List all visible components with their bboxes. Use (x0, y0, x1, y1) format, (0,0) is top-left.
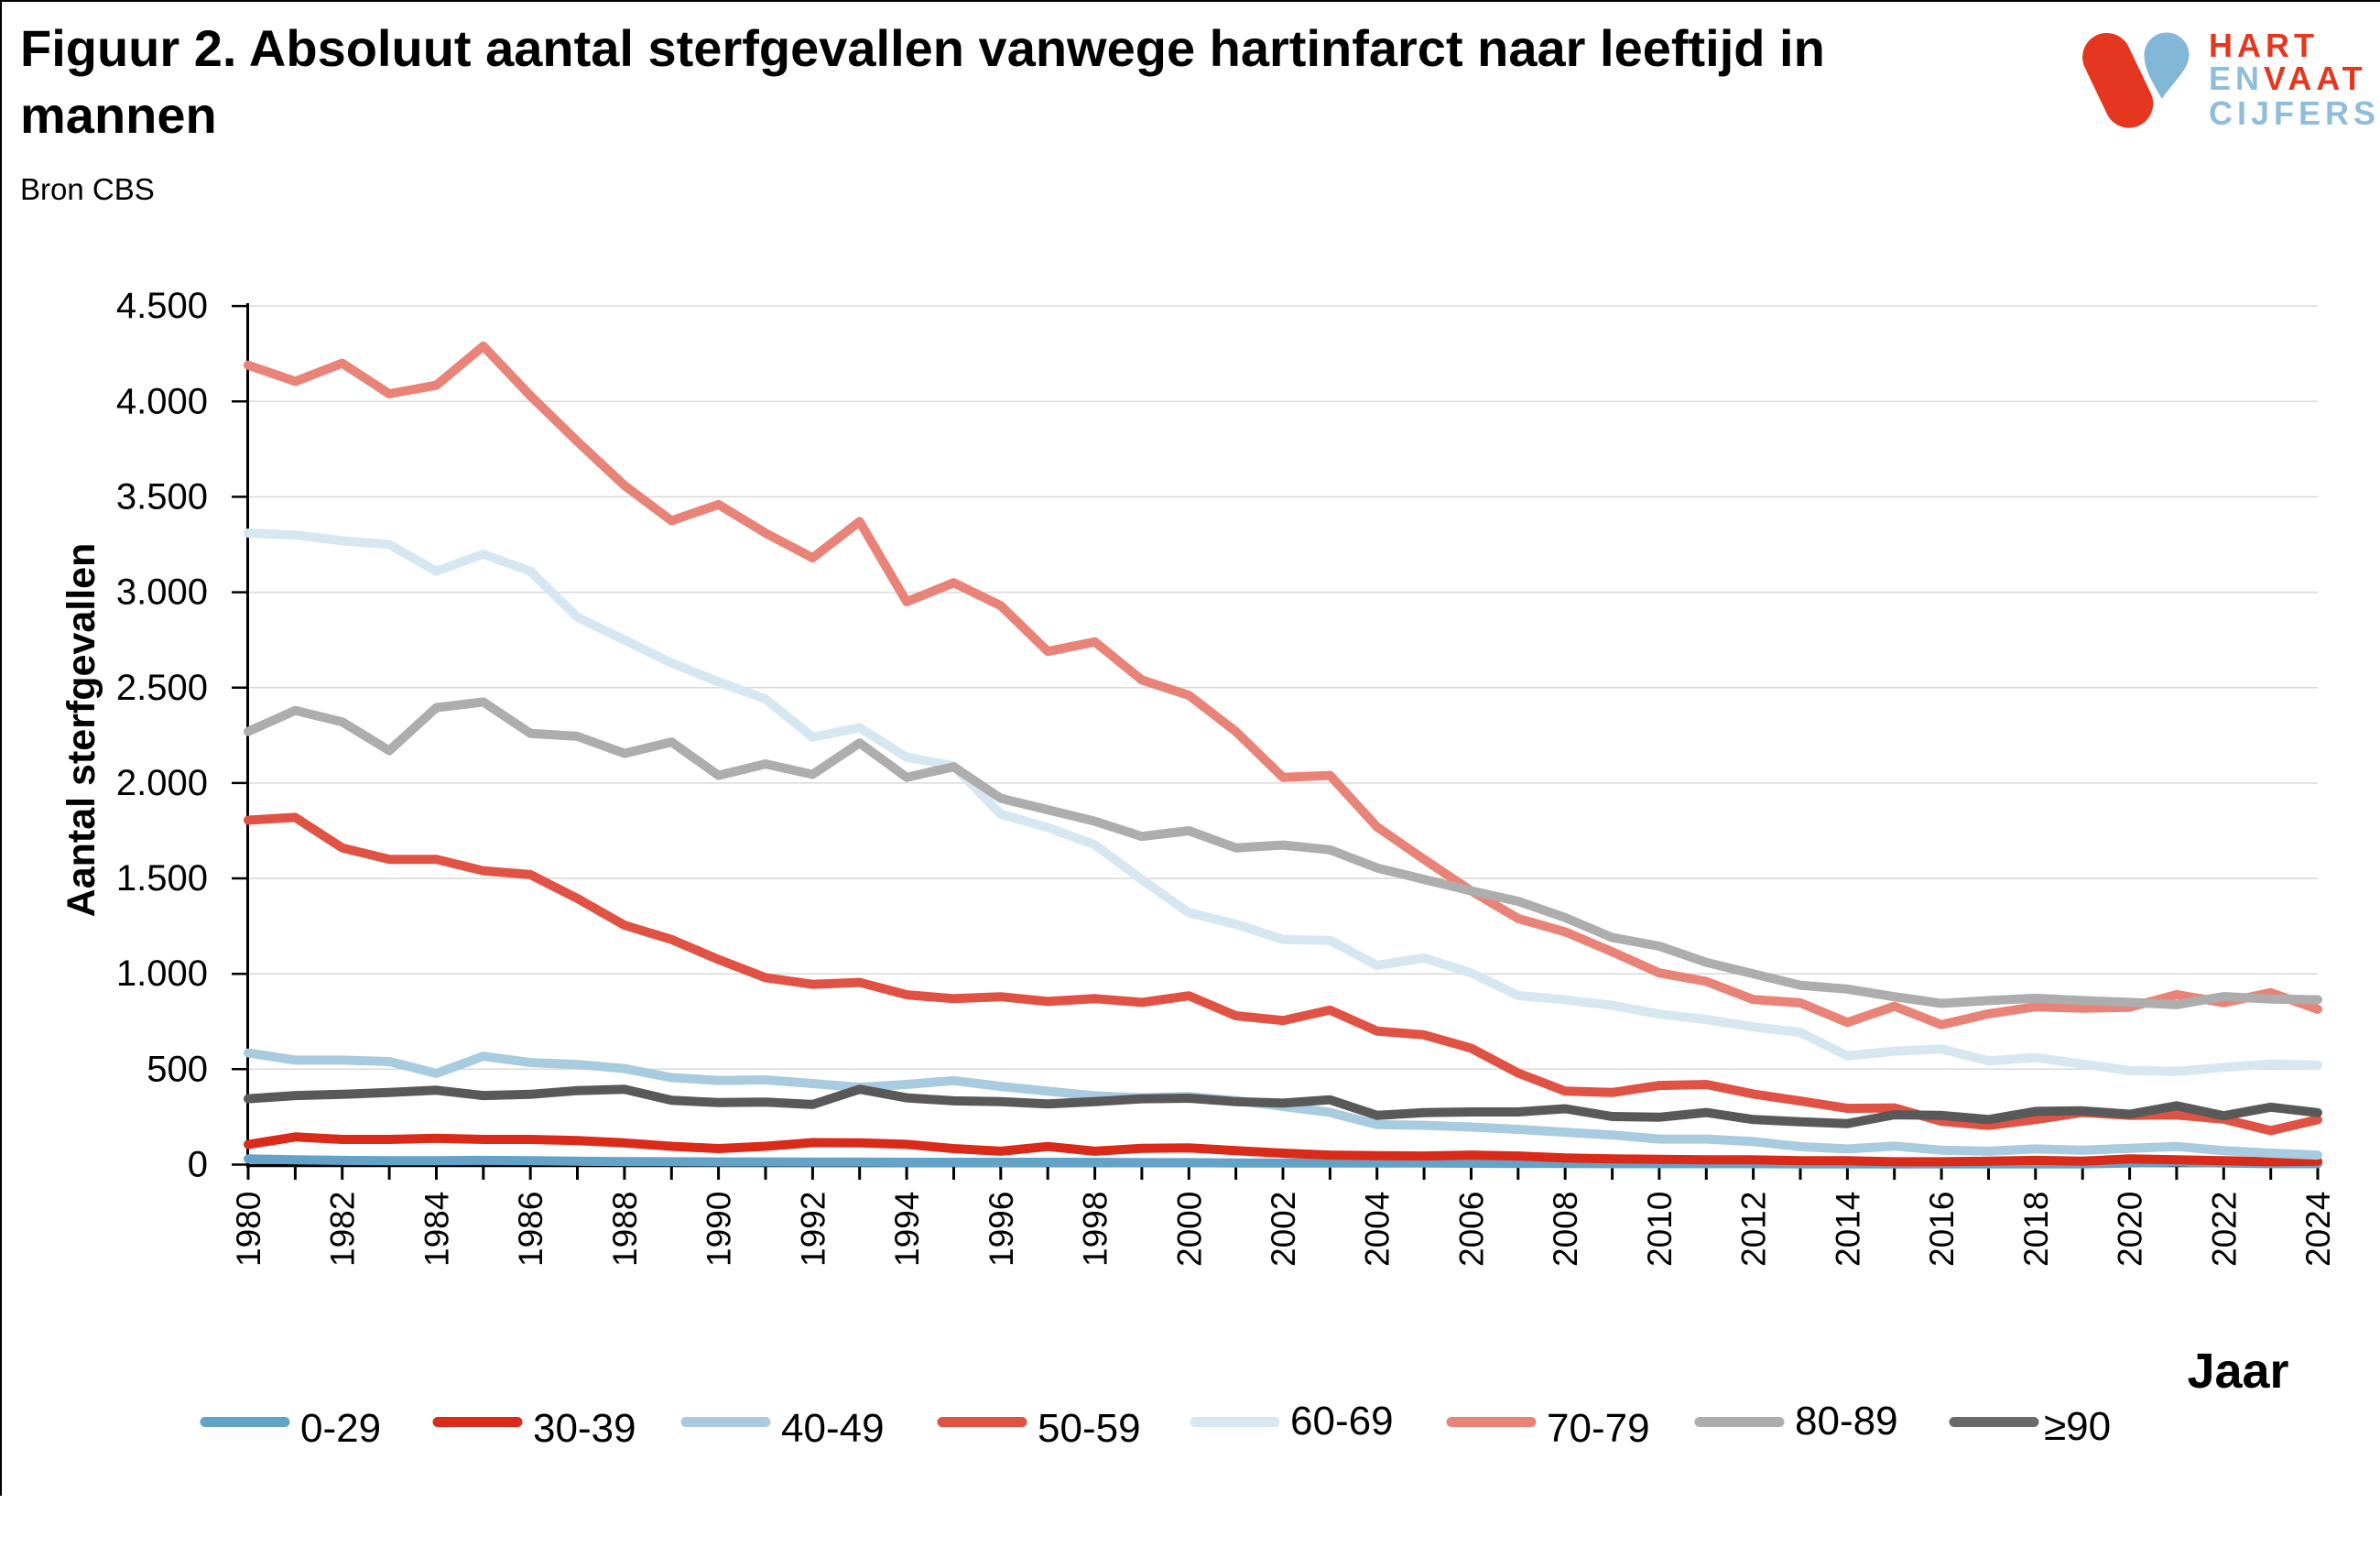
svg-text:1984: 1984 (418, 1192, 456, 1267)
svg-text:2008: 2008 (1547, 1192, 1584, 1267)
svg-text:ENVAAT: ENVAAT (2209, 60, 2367, 97)
svg-text:2022: 2022 (2205, 1192, 2243, 1267)
svg-text:Figuur 2. Absoluut aantal ster: Figuur 2. Absoluut aantal sterfgevallen … (20, 19, 1825, 77)
svg-text:1992: 1992 (794, 1192, 831, 1267)
svg-text:2016: 2016 (1923, 1192, 1961, 1267)
svg-text:4.000: 4.000 (116, 381, 208, 421)
svg-text:1.500: 1.500 (116, 858, 208, 899)
svg-text:Jaar: Jaar (2187, 1344, 2288, 1399)
svg-text:1.000: 1.000 (116, 953, 208, 994)
svg-text:1996: 1996 (983, 1192, 1020, 1267)
svg-text:0-29: 0-29 (300, 1406, 381, 1451)
svg-text:2012: 2012 (1735, 1192, 1773, 1267)
svg-text:2014: 2014 (1829, 1192, 1866, 1267)
svg-text:HART: HART (2209, 27, 2319, 64)
svg-text:1986: 1986 (512, 1192, 549, 1267)
svg-text:2020: 2020 (2112, 1192, 2149, 1267)
svg-text:0: 0 (188, 1145, 208, 1185)
svg-text:80-89: 80-89 (1795, 1399, 1898, 1444)
svg-text:70-79: 70-79 (1547, 1406, 1650, 1451)
svg-text:Aantal sterfgevallen: Aantal sterfgevallen (60, 543, 103, 918)
svg-text:1990: 1990 (701, 1192, 738, 1267)
svg-text:mannen: mannen (20, 86, 217, 144)
svg-text:2.500: 2.500 (116, 668, 208, 708)
svg-text:2002: 2002 (1265, 1192, 1302, 1267)
svg-text:CIJFERS: CIJFERS (2209, 94, 2380, 132)
svg-text:Bron CBS: Bron CBS (20, 172, 155, 206)
svg-text:4.500: 4.500 (116, 286, 208, 326)
svg-text:60-69: 60-69 (1290, 1399, 1394, 1444)
svg-text:2006: 2006 (1453, 1192, 1491, 1267)
svg-text:3.000: 3.000 (116, 572, 208, 613)
svg-text:30-39: 30-39 (533, 1406, 636, 1451)
svg-text:500: 500 (147, 1049, 208, 1089)
svg-text:2000: 2000 (1170, 1192, 1208, 1267)
svg-text:2004: 2004 (1359, 1192, 1396, 1267)
svg-text:1980: 1980 (230, 1192, 267, 1267)
svg-text:2024: 2024 (2299, 1192, 2337, 1267)
svg-text:2.000: 2.000 (116, 763, 208, 803)
svg-text:40-49: 40-49 (781, 1406, 885, 1451)
svg-text:2010: 2010 (1641, 1192, 1679, 1267)
svg-text:≥90: ≥90 (2044, 1404, 2111, 1449)
svg-text:1998: 1998 (1077, 1192, 1114, 1267)
svg-text:1988: 1988 (606, 1192, 644, 1267)
svg-text:50-59: 50-59 (1038, 1406, 1141, 1451)
svg-text:3.500: 3.500 (116, 476, 208, 517)
svg-text:1994: 1994 (888, 1192, 926, 1267)
svg-text:1982: 1982 (324, 1192, 362, 1267)
svg-text:2018: 2018 (2017, 1192, 2055, 1267)
